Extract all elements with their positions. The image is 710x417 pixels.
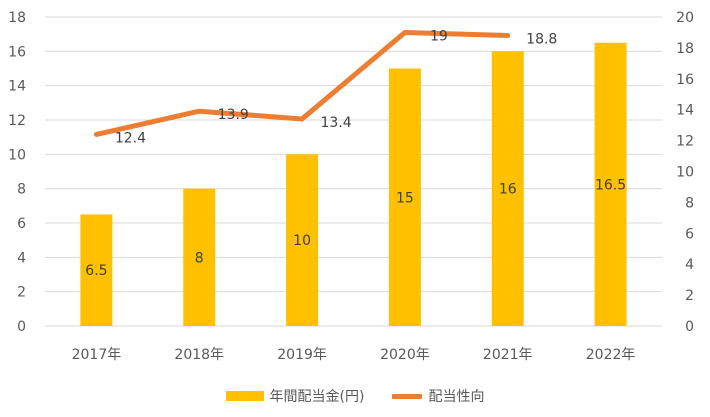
line-data-label: 18.8 <box>526 32 557 48</box>
x-tick-label: 2019年 <box>277 347 327 363</box>
legend-line-swatch <box>392 393 423 399</box>
bar-data-label: 10 <box>293 233 311 249</box>
y-right-tick-label: 4 <box>685 257 694 273</box>
line-data-label: 13.4 <box>320 115 351 131</box>
y-right-tick-label: 14 <box>676 103 694 119</box>
y-left-tick-label: 4 <box>17 250 26 266</box>
legend-bar-swatch <box>225 391 264 401</box>
y-right-tick-label: 10 <box>676 165 694 181</box>
y-left-tick-label: 18 <box>8 10 26 26</box>
y-left-tick-label: 2 <box>17 285 26 301</box>
y-left-tick-label: 14 <box>8 79 26 95</box>
legend-label-line: 配当性向 <box>428 389 485 405</box>
y-left-tick-label: 10 <box>8 147 26 163</box>
bar-data-label: 8 <box>195 250 204 266</box>
bar-data-label: 6.5 <box>85 263 107 279</box>
x-tick-label: 2018年 <box>174 347 224 363</box>
y-right-tick-label: 8 <box>685 195 694 211</box>
bar <box>286 154 319 326</box>
bar <box>183 188 216 326</box>
bar-data-label: 16 <box>499 182 517 198</box>
bar <box>491 51 524 326</box>
y-axis-left: 0 2 4 6 8 10 12 14 16 18 <box>8 10 26 335</box>
y-left-tick-label: 16 <box>8 44 26 60</box>
y-left-tick-label: 12 <box>8 113 26 129</box>
y-right-tick-label: 6 <box>685 226 694 242</box>
x-tick-label: 2020年 <box>380 347 430 363</box>
y-right-tick-label: 12 <box>676 134 694 150</box>
x-tick-label: 2021年 <box>483 347 533 363</box>
line-data-label: 19 <box>430 28 448 44</box>
data-labels: 6.5 8 10 15 16 16.5 12.4 13.9 13.4 19 18.8 <box>85 28 626 279</box>
y-right-tick-label: 0 <box>685 319 694 335</box>
x-tick-label: 2022年 <box>586 347 636 363</box>
line-data-label: 12.4 <box>115 130 146 146</box>
line-path <box>93 29 511 137</box>
y-right-tick-label: 16 <box>676 72 694 88</box>
y-right-tick-label: 2 <box>685 288 694 304</box>
legend: 年間配当金(円) 配当性向 <box>0 384 710 408</box>
legend-label-bar: 年間配当金(円) <box>269 389 365 405</box>
bar <box>594 42 627 326</box>
line-series <box>93 29 511 137</box>
y-left-tick-label: 0 <box>17 319 26 335</box>
line-data-label: 13.9 <box>218 107 249 123</box>
bar-data-label: 15 <box>396 190 414 206</box>
gridlines <box>45 16 662 327</box>
x-tick-label: 2017年 <box>72 347 122 363</box>
y-left-tick-label: 8 <box>17 182 26 198</box>
bar <box>388 68 421 326</box>
y-axis-right: 0 2 4 6 8 10 12 14 16 18 20 <box>676 10 694 335</box>
x-axis: 2017年 2018年 2019年 2020年 2021年 2022年 <box>72 347 636 363</box>
y-left-tick-label: 6 <box>17 216 26 232</box>
bar-series <box>80 42 627 326</box>
y-right-tick-label: 18 <box>676 41 694 57</box>
bar-data-label: 16.5 <box>595 177 626 193</box>
bar <box>80 214 113 326</box>
y-right-tick-label: 20 <box>676 10 694 26</box>
legend-item-bar: 年間配当金(円) <box>225 386 365 406</box>
legend-item-line: 配当性向 <box>392 386 484 406</box>
